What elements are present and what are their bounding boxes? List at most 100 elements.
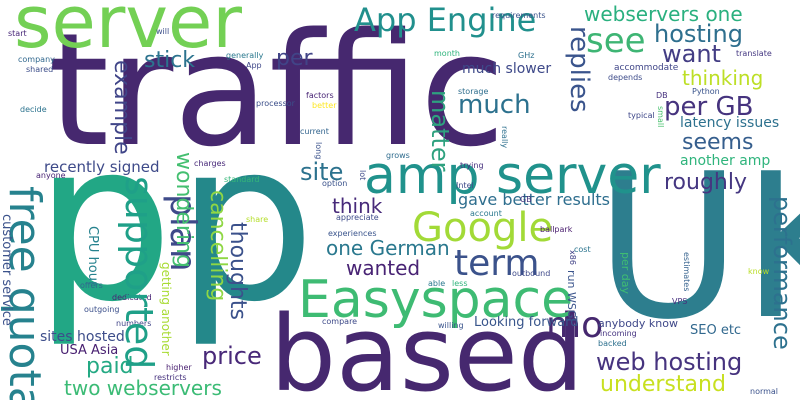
word-incoming: incoming: [600, 329, 637, 338]
word-processor: processor: [256, 99, 295, 108]
word-long: long: [314, 142, 323, 160]
word-x86: x86: [568, 250, 577, 265]
word-stick: stick: [144, 48, 196, 73]
word-higher: higher: [166, 363, 192, 372]
word-offers: offers: [80, 281, 103, 290]
word-webservers-one: webservers one: [584, 2, 743, 26]
word-p-2: p: [176, 94, 316, 350]
word-gb: GB: [520, 195, 532, 204]
word-another-amp: another amp: [680, 153, 771, 169]
word-translate: translate: [736, 49, 772, 58]
word-charges: charges: [194, 159, 226, 168]
word-per-gb: per GB: [664, 92, 754, 122]
word-factors: factors: [306, 91, 334, 100]
word-getting-another: getting another: [159, 262, 173, 356]
word-wondering: wondering: [171, 152, 196, 268]
word-free-quotas: free quotas: [0, 186, 50, 400]
word-usa-asia: USA Asia: [60, 343, 119, 358]
word-outbound: outbound: [512, 269, 551, 278]
word-know: know: [748, 267, 770, 276]
word-supported: supported: [117, 176, 161, 370]
word-much: much: [458, 90, 531, 120]
word-looking-forward: Looking forward: [474, 315, 579, 330]
word-option: option: [322, 179, 348, 188]
word-anyone: anyone: [36, 171, 66, 180]
word-hosting: hosting: [654, 20, 743, 48]
word-gave-better-results: gave better results: [458, 190, 611, 209]
word-dedicated: dedicated: [112, 293, 152, 302]
word-vps: VPS: [672, 297, 688, 306]
word-roughly: roughly: [664, 170, 748, 195]
word-uk: UK: [595, 131, 800, 364]
word-anybody-know: anybody know: [598, 317, 678, 330]
word-thoughts: thoughts: [225, 222, 250, 320]
word-performance: performance: [768, 196, 796, 350]
word-appreciate: appreciate: [336, 213, 379, 222]
word-able: able: [428, 279, 446, 288]
word-two-webservers: two webservers: [64, 376, 222, 400]
word-price: price: [202, 342, 262, 370]
word-company: company: [18, 55, 55, 64]
word-requirements: requirements: [492, 11, 546, 20]
word-storage: storage: [458, 87, 489, 96]
word-accommodate: accommodate: [614, 63, 679, 73]
word-really: really: [500, 126, 509, 149]
word-start: start: [8, 29, 27, 38]
word-decide: decide: [20, 105, 47, 114]
word-amp-server: amp server: [364, 146, 661, 206]
word-mo: mo: [546, 305, 604, 346]
word-traffic: traffic: [48, 0, 506, 181]
word-think: think: [332, 194, 383, 218]
word-grows: grows: [386, 151, 410, 160]
word-example: example: [109, 60, 134, 155]
word-better: better: [312, 101, 337, 110]
word-will: will: [156, 27, 170, 36]
word-app: App: [246, 61, 262, 70]
word-p-1: p: [34, 94, 174, 350]
word-shared: shared: [26, 65, 54, 74]
word-recently-signed: recently signed: [44, 158, 160, 176]
word-generally: generally: [226, 51, 264, 60]
word-python: Python: [692, 87, 720, 96]
word-seo-etc: SEO etc: [690, 323, 742, 338]
word-cpu-hour: CPU hour: [85, 226, 100, 287]
word-backed: backed: [598, 339, 627, 348]
word-outgoing: outgoing: [84, 305, 120, 314]
word-wanted: wanted: [346, 256, 421, 280]
word-one-german: one German: [326, 236, 450, 260]
word-standard: standard: [224, 175, 260, 184]
word-cancelling: cancelling: [205, 190, 230, 302]
word-current: current: [300, 127, 329, 136]
word-trying: trying: [460, 161, 484, 170]
word-easyspace: Easyspace: [298, 270, 574, 330]
word-small: small: [656, 106, 665, 128]
word-per: per: [276, 46, 313, 71]
word-seems: seems: [682, 130, 754, 155]
word-depends: depends: [608, 73, 643, 82]
word-based: based: [270, 293, 584, 400]
word-web-hosting: web hosting: [596, 348, 743, 376]
word-restricts: restricts: [154, 373, 187, 382]
word-paid: paid: [86, 354, 134, 379]
word-run-wsgi: run WSGI: [565, 270, 578, 322]
word-account: account: [470, 209, 502, 218]
word-want: want: [662, 40, 721, 68]
word-ghz: GHz: [518, 51, 535, 60]
word-see: see: [586, 21, 646, 61]
word-month: month: [434, 49, 460, 58]
word-latency-issues: latency issues: [680, 115, 780, 131]
word-server: server: [14, 0, 242, 64]
word-app-engine: App Engine: [354, 1, 537, 39]
word-lot: lot: [358, 170, 367, 181]
word-cost: cost: [574, 245, 591, 254]
word-db: DB: [656, 91, 668, 100]
word-plan: plan: [162, 194, 203, 272]
word-google: Google: [412, 205, 554, 251]
word-willing: willing: [438, 321, 464, 330]
word-sites-hosted: sites hosted: [40, 329, 125, 345]
word-customer-service: customer service: [0, 214, 14, 326]
word-term: term: [454, 243, 540, 284]
word-typical: typical: [628, 111, 655, 120]
word-per-day: per day: [619, 252, 632, 295]
